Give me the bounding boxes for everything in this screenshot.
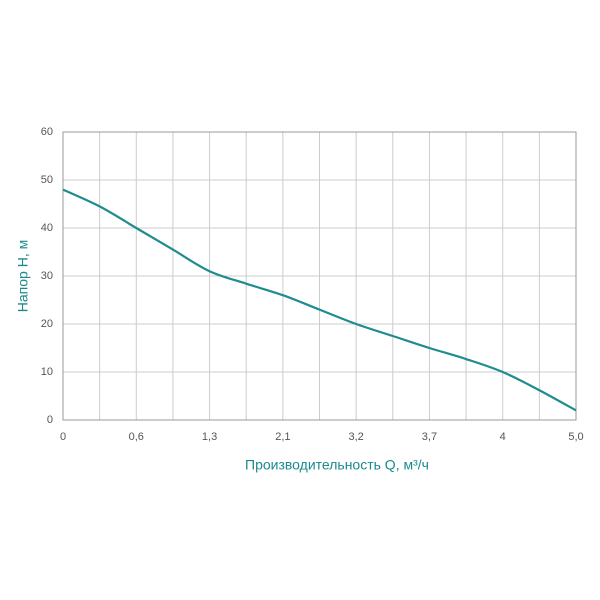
x-tick-label: 0: [60, 431, 66, 443]
plot-border: [62, 131, 577, 421]
y-tick-label: 50: [41, 174, 53, 186]
curve: [62, 188, 577, 412]
x-tick-label: 0,6: [129, 431, 144, 443]
y-tick-label: 30: [41, 270, 53, 282]
x-tick-label: 3,2: [348, 431, 363, 443]
y-tick-label: 60: [41, 126, 53, 138]
x-tick-label: 4: [500, 431, 506, 443]
y-tick-label: 0: [47, 414, 53, 426]
y-tick-label: 20: [41, 318, 53, 330]
y-tick-label: 40: [41, 222, 53, 234]
y-tick-label: 10: [41, 366, 53, 378]
x-tick-label: 3,7: [422, 431, 437, 443]
x-tick-label: 5,0: [568, 431, 583, 443]
x-tick-label: 1,3: [202, 431, 217, 443]
y-axis-title: Напор H, м: [15, 240, 31, 312]
x-axis-title: Производительность Q, м³/ч: [245, 457, 429, 473]
x-tick-label: 2,1: [275, 431, 290, 443]
